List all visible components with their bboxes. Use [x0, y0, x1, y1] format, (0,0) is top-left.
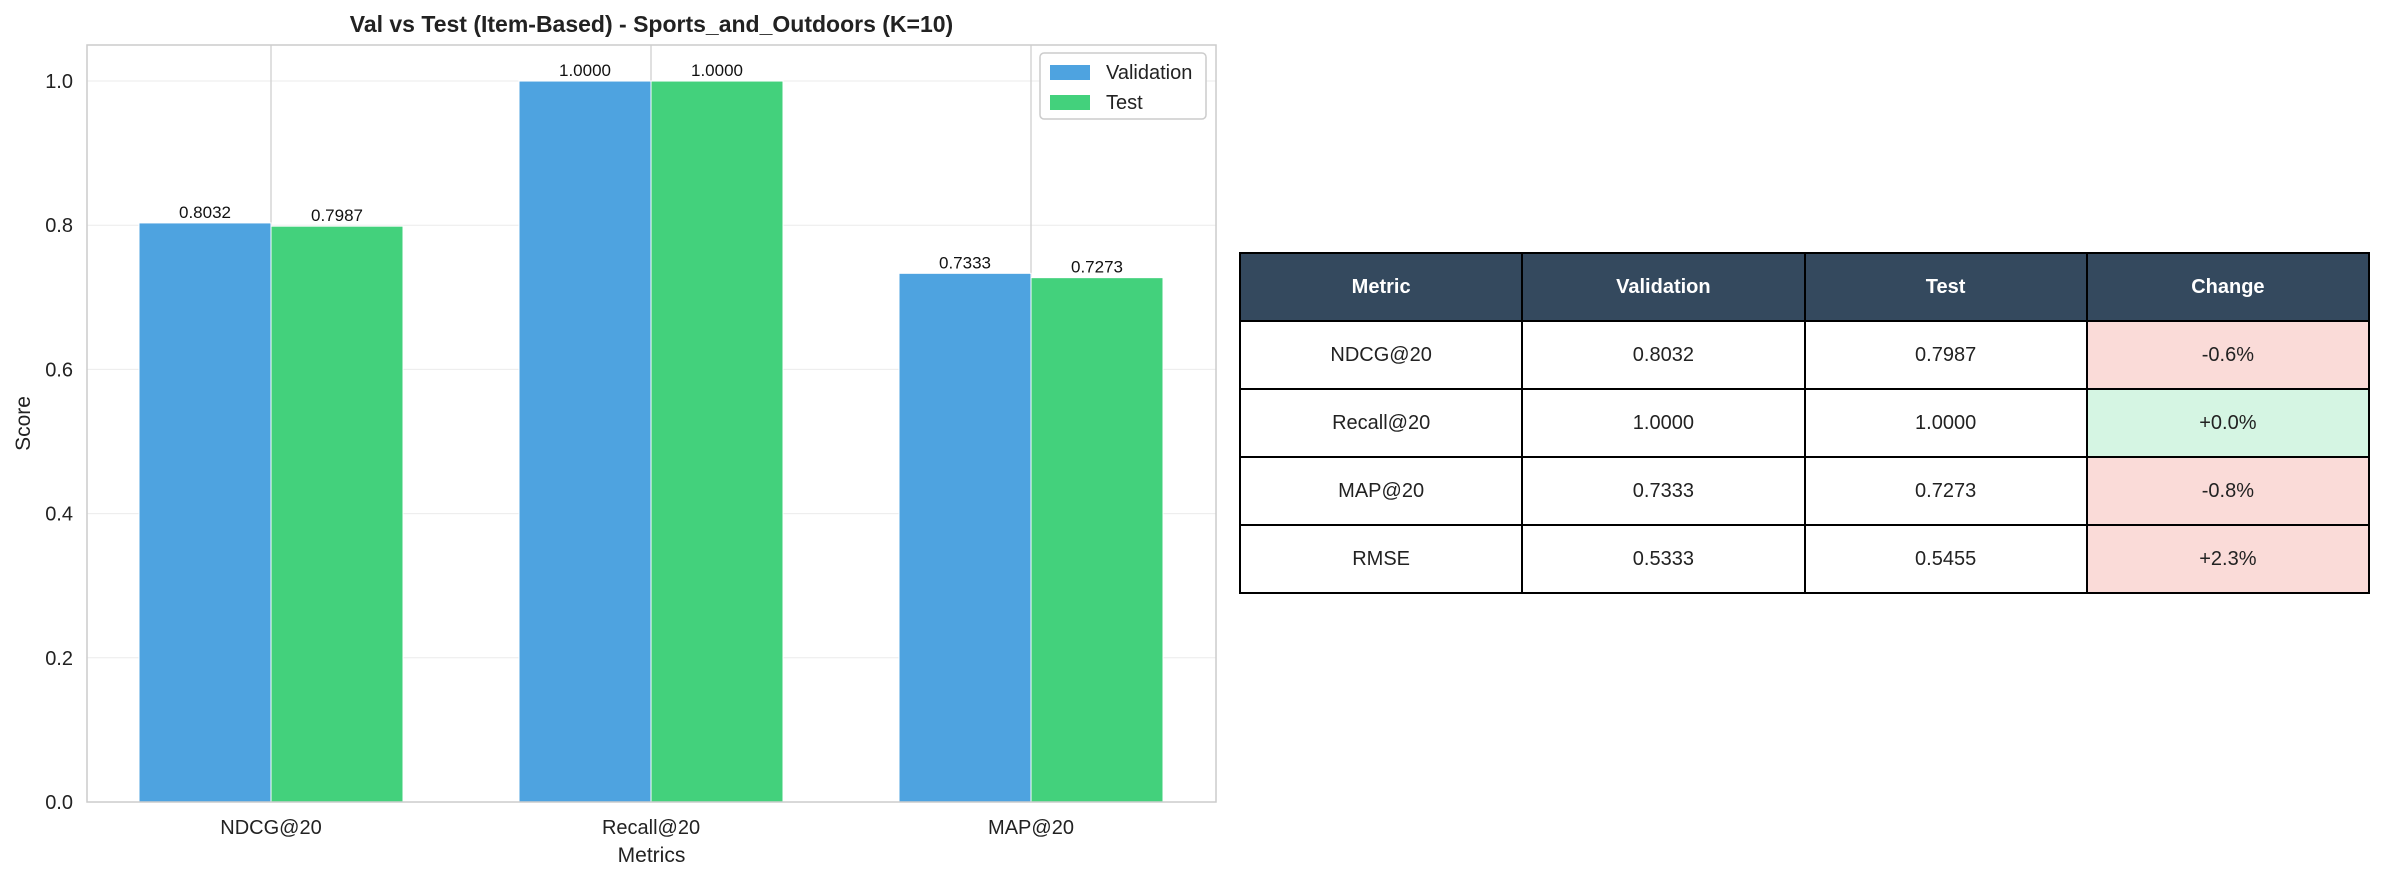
cell-validation: 1.0000: [1521, 388, 1806, 458]
y-tick-label: 0.8: [45, 215, 73, 237]
header-change: Change: [2085, 252, 2371, 322]
bar-value-label: 1.0000: [559, 61, 611, 80]
bar-test: [650, 80, 784, 803]
chart-title: Val vs Test (Item-Based) - Sports_and_Ou…: [350, 11, 953, 37]
header-metric: Metric: [1238, 252, 1524, 322]
cell-test: 0.5455: [1803, 524, 2088, 594]
legend-swatch-validation: [1050, 65, 1090, 80]
y-tick-label: 0.0: [45, 792, 73, 814]
y-tick-label: 0.2: [45, 648, 73, 670]
y-axis-label: Score: [12, 396, 35, 451]
cell-change: -0.6%: [2085, 320, 2371, 390]
bar-validation: [518, 80, 652, 803]
cell-metric: Recall@20: [1238, 388, 1524, 458]
table-row: NDCG@20 0.8032 0.7987 -0.6%: [1238, 320, 2371, 390]
bar-test: [270, 225, 404, 803]
bar-value-label: 0.8032: [179, 203, 231, 222]
bar-value-label: 0.7987: [311, 206, 363, 225]
table-header-row: Metric Validation Test Change: [1238, 252, 2371, 322]
legend-swatch-test: [1050, 95, 1090, 110]
cell-metric: MAP@20: [1238, 456, 1524, 526]
cell-validation: 0.5333: [1521, 524, 1806, 594]
cell-metric: NDCG@20: [1238, 320, 1524, 390]
cell-change: +2.3%: [2085, 524, 2371, 594]
header-test: Test: [1803, 252, 2088, 322]
x-tick-label: NDCG@20: [220, 817, 321, 839]
y-tick-label: 0.4: [45, 504, 73, 526]
legend-label-test: Test: [1106, 92, 1143, 114]
results-table-container: Metric Validation Test Change NDCG@20 0.…: [1238, 252, 2371, 594]
table-row: Recall@20 1.0000 1.0000 +0.0%: [1238, 388, 2371, 458]
x-tick-label: Recall@20: [602, 817, 700, 839]
y-tick-label: 1.0: [45, 71, 73, 93]
legend-label-validation: Validation: [1106, 62, 1192, 84]
plot-frame: [86, 44, 1217, 803]
bar-value-label: 0.7273: [1071, 258, 1123, 277]
results-table: Metric Validation Test Change NDCG@20 0.…: [1238, 252, 2371, 594]
cell-validation: 0.7333: [1521, 456, 1806, 526]
table-row: RMSE 0.5333 0.5455 +2.3%: [1238, 524, 2371, 594]
bar-validation: [138, 222, 272, 803]
bar-test: [1030, 277, 1164, 803]
x-axis-label: Metrics: [618, 844, 686, 867]
bar-chart: 0.0 0.2 0.4 0.6 0.8 1.0 0.8032 1.0000 0.7333 0.79…: [12, 11, 1217, 867]
cell-test: 1.0000: [1803, 388, 2088, 458]
cell-change: -0.8%: [2085, 456, 2371, 526]
x-tick-label: MAP@20: [988, 817, 1074, 839]
cell-test: 0.7987: [1803, 320, 2088, 390]
cell-test: 0.7273: [1803, 456, 2088, 526]
y-tick-label: 0.6: [45, 359, 73, 381]
table-row: MAP@20 0.7333 0.7273 -0.8%: [1238, 456, 2371, 526]
cell-change: +0.0%: [2085, 388, 2371, 458]
bar-validation: [898, 272, 1032, 803]
bar-value-label: 1.0000: [691, 61, 743, 80]
cell-validation: 0.8032: [1521, 320, 1806, 390]
cell-metric: RMSE: [1238, 524, 1524, 594]
bar-value-label: 0.7333: [939, 253, 991, 272]
header-validation: Validation: [1521, 252, 1806, 322]
